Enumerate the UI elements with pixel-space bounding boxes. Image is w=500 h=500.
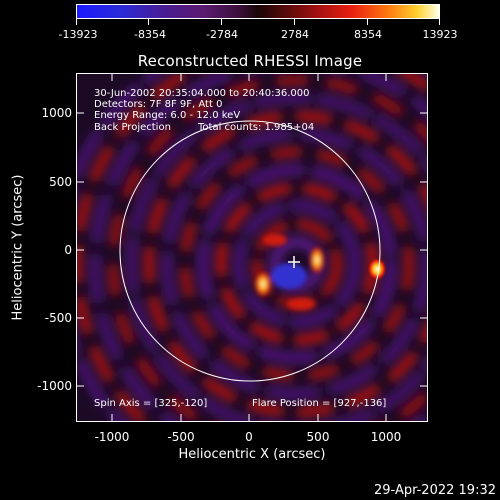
colorbar-label: 8354 <box>354 28 382 41</box>
info-line-2: Detectors: 7F 8F 9F, Att 0 <box>94 99 223 110</box>
y-tick-label: 0 <box>64 243 72 257</box>
solar-image-svg <box>77 74 427 421</box>
info-line-4-left: Back Projection <box>94 122 171 133</box>
colorbar-label: 13923 <box>422 28 458 41</box>
colorbar-ticks <box>76 19 440 25</box>
y-axis-title: Heliocentric Y (arcsec) <box>10 174 26 321</box>
bright-features <box>254 234 325 310</box>
x-tick-label: -1000 <box>94 430 130 444</box>
spin-axis-label: Spin Axis = [325,-120] <box>94 398 208 409</box>
colorbar <box>76 4 440 19</box>
spin-axis-marker <box>288 256 300 268</box>
x-tick-label: 500 <box>306 430 330 444</box>
colorbar-label: -2784 <box>206 28 238 41</box>
x-axis-title: Heliocentric X (arcsec) <box>178 447 326 462</box>
x-tick-label: -500 <box>167 430 195 444</box>
flare-source <box>367 257 387 281</box>
x-tick-label: 0 <box>245 430 253 444</box>
flare-position-label: Flare Position = [927,-136] <box>252 398 387 409</box>
info-line-4-right: Total counts: 1.985+04 <box>198 122 315 133</box>
colorbar-label: -8354 <box>134 28 166 41</box>
solar-image <box>76 73 428 422</box>
y-tick-label: -500 <box>44 311 72 325</box>
info-line-1: 30-Jun-2002 20:35:04.000 to 20:40:36.000 <box>94 88 310 99</box>
colorbar-label: -13923 <box>58 28 98 41</box>
y-tick-label: -1000 <box>37 379 72 393</box>
solar-limb <box>119 120 381 382</box>
render-timestamp: 29-Apr-2022 19:32 <box>374 483 496 498</box>
y-tick-label: 1000 <box>41 106 72 120</box>
y-tick-label: 500 <box>49 175 72 189</box>
colorbar-label: 2784 <box>281 28 309 41</box>
x-tick-label: 1000 <box>370 430 402 444</box>
plot-title: Reconstructed RHESSI Image <box>137 52 363 70</box>
info-line-3: Energy Range: 6.0 - 12.0 keV <box>94 110 241 121</box>
